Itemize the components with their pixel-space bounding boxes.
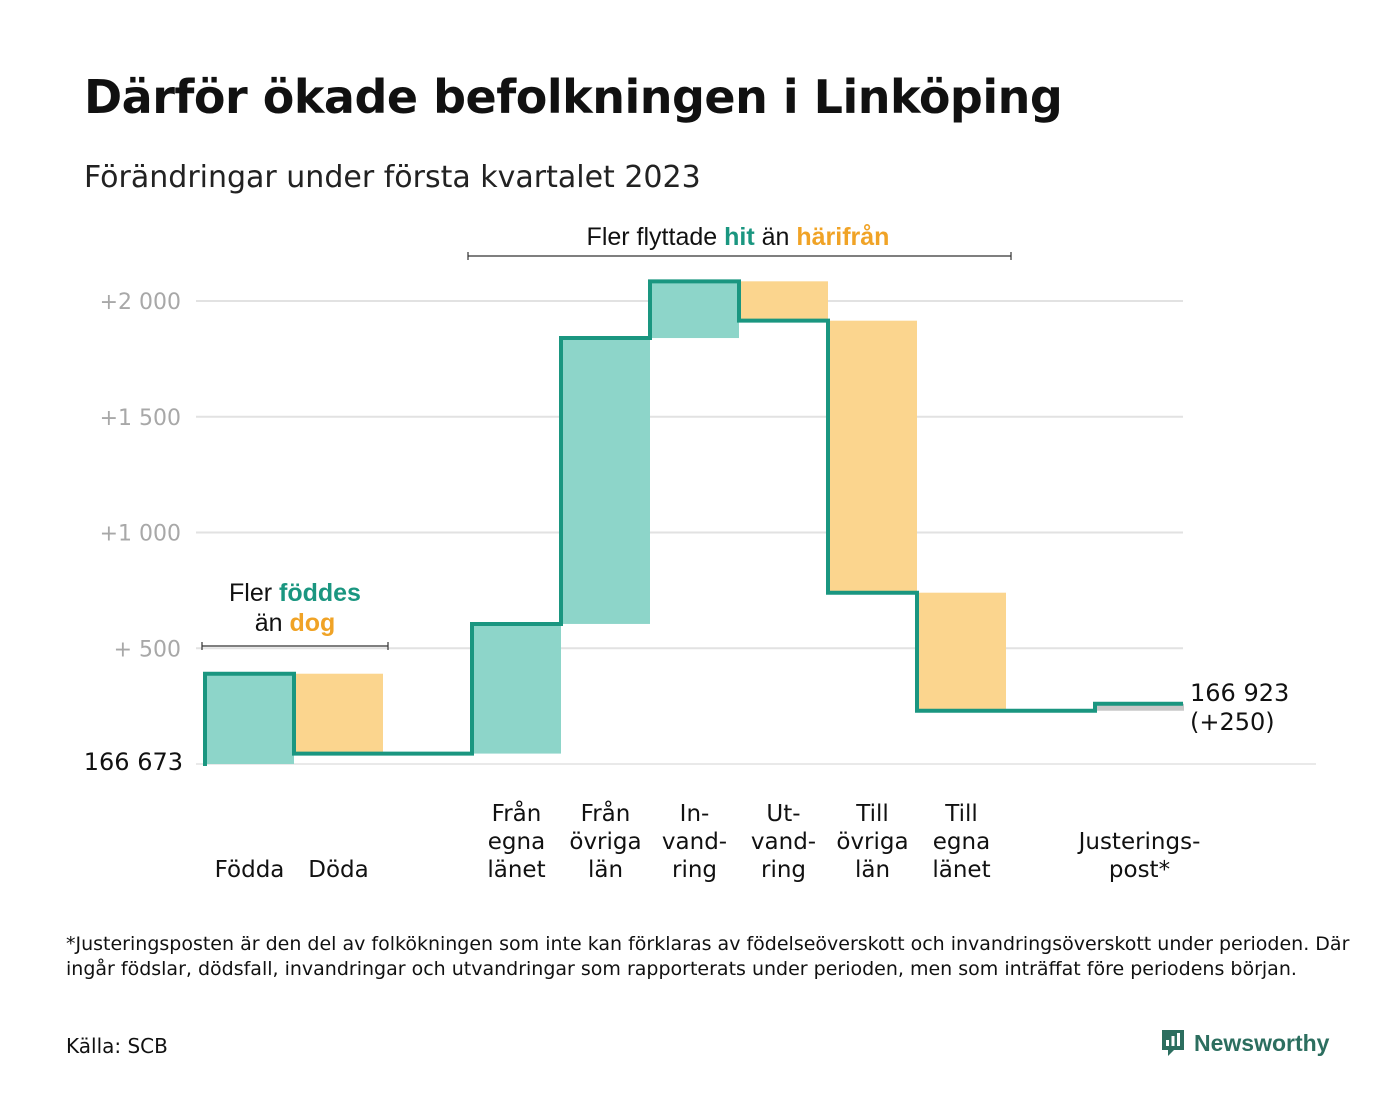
births-deaths-bracket	[201, 642, 389, 650]
x-category-label: ring	[761, 857, 806, 883]
chart-title: Därför ökade befolkningen i Linköping	[84, 70, 1063, 124]
x-axis-category-labels: Födda DödaFrånegnalänetFrånövrigalänIn-va…	[215, 799, 1201, 883]
waterfall-chart: + 500+1 000+1 500+2 000 Födda DödaFrånegn…	[84, 223, 1316, 883]
annotations: Fler föddes än dog Fler flyttade hit än …	[201, 223, 1012, 650]
y-tick-label: + 500	[114, 637, 181, 662]
migration-annotation: Fler flyttade hit än härifrån	[587, 223, 890, 251]
x-category-label: länet	[932, 857, 990, 883]
x-category-label: Från	[492, 799, 542, 827]
waterfall-bar	[205, 673, 294, 764]
x-category-label: övriga	[569, 829, 641, 855]
grid-lines	[196, 300, 1316, 765]
waterfall-bars	[205, 281, 1184, 764]
waterfall-bar	[472, 623, 561, 754]
waterfall-bar	[739, 281, 828, 321]
x-category-label: Till	[855, 801, 889, 827]
x-category-label: egna	[488, 829, 545, 855]
x-category-label: In-	[680, 801, 710, 827]
y-tick-label: +1 500	[100, 406, 181, 431]
waterfall-bar	[1095, 703, 1184, 711]
y-axis-tick-labels: + 500 +1 000 +1 500 +2 000	[100, 290, 181, 662]
x-category-label: Döda	[308, 857, 368, 883]
start-value-label: 166 673	[84, 748, 183, 776]
running-total-line	[203, 279, 1183, 766]
brand-name: Newsworthy	[1194, 1029, 1330, 1056]
end-change-label: (+250)	[1190, 708, 1275, 736]
x-category-label: Justerings-	[1077, 829, 1201, 855]
footnote: *Justeringsposten är den del av folkökni…	[66, 933, 1350, 980]
x-category-label: län	[588, 857, 623, 883]
x-category-label: länet	[487, 857, 545, 883]
waterfall-bar	[828, 320, 917, 593]
newsworthy-logo-icon	[1162, 1030, 1184, 1056]
x-category-label: ring	[672, 857, 717, 883]
x-category-label: övriga	[836, 829, 908, 855]
x-category-label: Till	[944, 801, 978, 827]
x-category-label: Från	[581, 799, 631, 827]
y-tick-label: +2 000	[100, 290, 181, 315]
births-deaths-annotation-line2: än dog	[255, 609, 336, 637]
running-total-step-line	[203, 279, 1183, 766]
brand-logo: Newsworthy	[1160, 1028, 1329, 1058]
x-category-label: Ut-	[766, 801, 800, 827]
x-category-label: egna	[933, 829, 990, 855]
x-category-label: vand-	[751, 829, 816, 855]
x-category-label: post*	[1109, 857, 1170, 883]
waterfall-bar	[650, 281, 739, 339]
births-deaths-annotation-line1: Fler föddes	[229, 579, 361, 607]
x-category-label: Födda	[215, 857, 285, 883]
x-category-label: län	[855, 857, 890, 883]
waterfall-bar	[917, 592, 1006, 711]
end-value-label: 166 923	[1190, 679, 1289, 707]
source-note: Källa: SCB	[66, 1034, 168, 1058]
waterfall-bar	[561, 338, 650, 624]
y-tick-label: +1 000	[100, 522, 181, 547]
migration-bracket	[467, 252, 1012, 260]
chart-subtitle: Förändringar under första kvartalet 2023	[84, 160, 701, 195]
waterfall-bar	[294, 673, 383, 754]
x-category-label: vand-	[662, 829, 727, 855]
